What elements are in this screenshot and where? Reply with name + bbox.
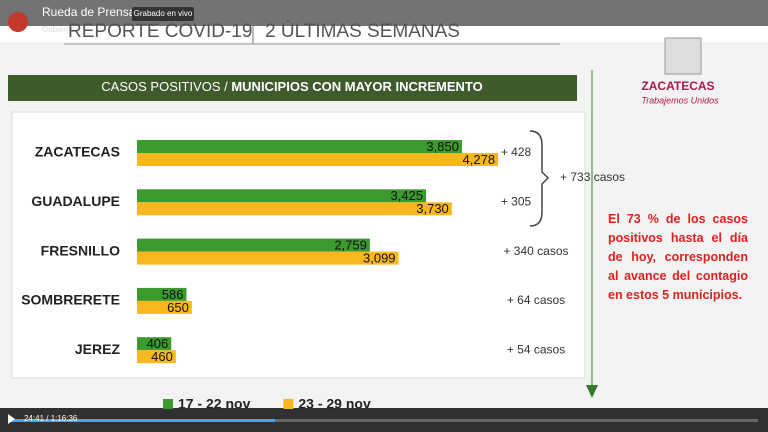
value-label: 4,278 xyxy=(463,152,496,167)
legend-swatch xyxy=(163,399,173,409)
value-label: 3,425 xyxy=(391,188,424,203)
bar xyxy=(137,287,187,301)
video-time: 24:41 / 1:16:36 xyxy=(24,414,78,423)
category-label: SOMBRERETE xyxy=(21,292,120,308)
value-label: 2,759 xyxy=(334,238,367,253)
bar xyxy=(137,238,370,252)
legend-swatch xyxy=(283,399,294,409)
live-badge-bg xyxy=(132,7,194,21)
progress-played xyxy=(10,419,275,422)
annotation: + 340 casos xyxy=(503,244,568,258)
value-label: 3,099 xyxy=(363,251,396,266)
header-left: REPORTE COVID-19 xyxy=(68,21,252,42)
play-button[interactable] xyxy=(8,414,15,424)
banner-part2: MUNICIPIOS CON MAYOR INCREMENTO xyxy=(231,79,482,94)
video-top-overlay xyxy=(0,0,768,26)
legend-label: 23 - 29 nov xyxy=(298,396,371,412)
legend-label: 17 - 22 nov xyxy=(178,396,251,412)
group-annotation: + 733 casos xyxy=(560,170,625,184)
value-label: 650 xyxy=(167,300,189,315)
category-label: JEREZ xyxy=(75,341,121,357)
channel-icon[interactable] xyxy=(8,12,28,32)
value-label: 3,730 xyxy=(416,201,449,216)
bar xyxy=(137,337,172,351)
annotation: + 428 xyxy=(501,145,532,159)
bar xyxy=(137,189,427,203)
bar xyxy=(137,153,499,166)
brace xyxy=(529,130,550,227)
logo-name: ZACATECAS xyxy=(641,79,714,93)
value-label: 3,850 xyxy=(426,139,459,154)
category-label: FRESNILLO xyxy=(41,242,120,258)
header-right: 2 ÚLTIMAS SEMANAS xyxy=(265,20,460,42)
note-box: El 73 % de los casos positivos hasta el … xyxy=(608,212,748,302)
annotation: + 54 casos xyxy=(507,342,565,356)
bar xyxy=(137,140,462,153)
live-badge: Grabado en vivo xyxy=(134,9,193,18)
note: El 73 % de los casos positivos hasta el … xyxy=(608,212,748,302)
value-label: 586 xyxy=(162,287,184,302)
bar xyxy=(137,251,399,265)
video-title[interactable]: Rueda de Prensa... xyxy=(42,5,145,19)
category-label: GUADALUPE xyxy=(31,193,120,209)
value-label: 460 xyxy=(151,349,173,364)
bar xyxy=(137,202,452,216)
bar xyxy=(137,350,176,364)
bar xyxy=(137,300,192,314)
annotation: + 64 casos xyxy=(507,293,565,307)
category-label: ZACATECAS xyxy=(35,144,120,160)
logo-motto: Trabajemos Unidos xyxy=(641,95,719,105)
channel-name[interactable]: Gobierno... xyxy=(42,25,82,34)
progress-track[interactable] xyxy=(10,419,758,422)
value-label: 406 xyxy=(147,336,169,351)
banner-text: CASOS POSITIVOS / MUNICIPIOS CON MAYOR I… xyxy=(101,79,482,94)
banner xyxy=(8,75,577,101)
divider-arrow xyxy=(586,385,598,398)
banner-part1: CASOS POSITIVOS / xyxy=(101,79,231,94)
annotation: + 305 xyxy=(501,194,532,208)
logo-emblem xyxy=(664,37,702,75)
